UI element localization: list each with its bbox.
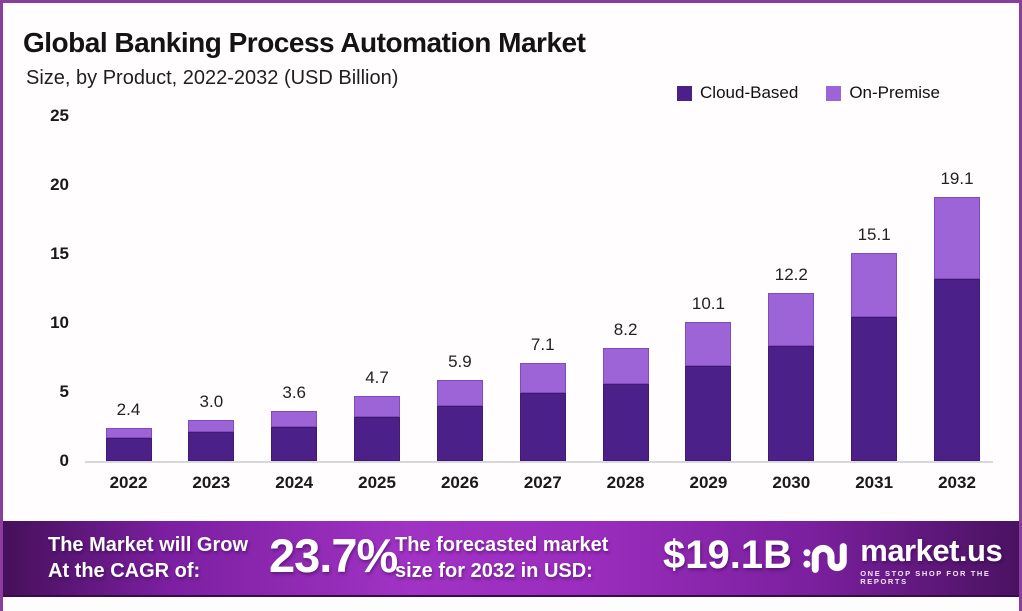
bar-segment-on-premise xyxy=(271,411,318,427)
forecast-caption: The forecasted market size for 2032 in U… xyxy=(395,532,608,584)
brand-text: market.us ONE STOP SHOP FOR THE REPORTS xyxy=(860,535,1019,585)
x-axis-year-label: 2030 xyxy=(772,473,811,492)
bar-segment-cloud-based xyxy=(436,405,483,461)
y-axis-tick-label: 0 xyxy=(59,451,69,470)
bar-segment-on-premise xyxy=(519,363,566,394)
bar-group-2029: 10.1 2029 xyxy=(685,294,732,492)
bar-segment-cloud-based xyxy=(354,416,401,461)
x-axis-year-label: 2032 xyxy=(938,473,976,492)
bar-total-label: 5.9 xyxy=(448,351,472,371)
legend-label: Cloud-Based xyxy=(700,83,799,102)
bar-group-2025: 4.7 2025 xyxy=(354,368,401,492)
bar-group-2022: 2.4 2022 xyxy=(105,400,152,492)
y-axis-tick-label: 25 xyxy=(50,106,69,125)
x-axis-year-label: 2023 xyxy=(192,473,231,492)
page-title: Global Banking Process Automation Market xyxy=(23,27,586,58)
bar-total-label: 2.4 xyxy=(116,399,141,419)
bar-segment-on-premise xyxy=(768,292,815,347)
x-axis-year-label: 2031 xyxy=(855,473,894,492)
cagr-banner: The Market will Grow At the CAGR of: 23.… xyxy=(3,521,1019,597)
bar-total-label: 19.1 xyxy=(940,169,974,189)
bar-segment-on-premise xyxy=(934,197,980,279)
bar-segment-cloud-based xyxy=(271,426,318,461)
bar-segment-on-premise xyxy=(851,252,898,318)
bar-segment-cloud-based xyxy=(685,365,732,461)
y-axis-tick-label: 10 xyxy=(50,313,69,332)
forecast-caption-line1: The forecasted market xyxy=(395,534,609,556)
x-axis-year-label: 2024 xyxy=(275,473,314,492)
x-axis-year-label: 2026 xyxy=(440,473,479,492)
x-axis-year-label: 2022 xyxy=(109,473,148,492)
cagr-caption: The Market will Grow At the CAGR of: xyxy=(48,532,248,584)
bar-group-2028: 8.2 2028 xyxy=(602,320,649,492)
legend-item-cloud-based: Cloud-Based xyxy=(677,83,798,103)
bar-total-label: 3.0 xyxy=(199,391,224,411)
forecast-caption-line2: size for 2032 in USD: xyxy=(395,560,593,582)
bar-total-label: 3.6 xyxy=(282,383,306,403)
chart-legend: Cloud-Based On-Premise xyxy=(677,83,940,103)
bar-segment-on-premise xyxy=(105,427,152,438)
bar-segment-on-premise xyxy=(354,396,401,417)
bar-segment-cloud-based xyxy=(934,278,980,461)
bar-segment-cloud-based xyxy=(851,317,898,461)
cagr-caption-line1: The Market will Grow xyxy=(48,534,249,556)
bar-group-2024: 3.6 2024 xyxy=(271,383,318,492)
bar-segment-on-premise xyxy=(436,379,483,406)
cagr-value: 23.7% xyxy=(269,529,398,582)
bar-total-label: 4.7 xyxy=(365,368,389,388)
chart-plot-area: 0 5 10 15 20 25 2.4 2022 3.0 2023 3.6 2024 4.7 2025 5.… xyxy=(50,106,998,492)
bar-segment-cloud-based xyxy=(105,437,152,461)
x-axis-year-label: 2029 xyxy=(689,473,728,492)
bar-total-label: 7.1 xyxy=(530,335,555,355)
bar-group-2027: 7.1 2027 xyxy=(519,335,566,492)
on-premise-swatch-icon xyxy=(826,85,842,101)
y-axis-tick-label: 5 xyxy=(59,382,69,401)
y-axis-tick-label: 15 xyxy=(50,244,69,263)
bar-total-label: 10.1 xyxy=(691,293,725,313)
bar-total-label: 15.1 xyxy=(857,224,891,244)
bar-total-label: 12.2 xyxy=(774,264,808,284)
cloud-based-swatch-icon xyxy=(677,85,693,101)
bar-segment-cloud-based xyxy=(768,346,815,461)
legend-item-on-premise: On-Premise xyxy=(826,83,940,103)
legend-label: On-Premise xyxy=(849,83,940,102)
x-axis-line xyxy=(85,461,993,463)
bar-group-2032: 19.1 2032 xyxy=(934,169,980,492)
bottom-strip xyxy=(3,597,1019,611)
page-subtitle: Size, by Product, 2022-2032 (USD Billion… xyxy=(26,67,399,89)
bar-segment-on-premise xyxy=(602,347,649,384)
bar-segment-on-premise xyxy=(188,419,235,433)
bar-group-2031: 15.1 2031 xyxy=(851,225,898,492)
x-axis-year-label: 2025 xyxy=(358,473,396,492)
brand-logo: market.us ONE STOP SHOP FOR THE REPORTS xyxy=(803,535,1019,585)
bar-segment-cloud-based xyxy=(602,383,649,461)
bar-total-label: 8.2 xyxy=(613,319,638,339)
market-us-logo-icon xyxy=(803,543,847,573)
brand-tagline: ONE STOP SHOP FOR THE REPORTS xyxy=(860,569,991,586)
y-axis-tick-label: 20 xyxy=(50,175,69,194)
bar-group-2023: 3.0 2023 xyxy=(188,392,235,492)
forecast-value: $19.1B xyxy=(663,533,792,577)
bar-segment-on-premise xyxy=(685,321,732,366)
x-axis-year-label: 2027 xyxy=(523,473,562,492)
bar-segment-cloud-based xyxy=(188,432,235,461)
cagr-caption-line2: At the CAGR of: xyxy=(48,560,201,582)
bar-group-2026: 5.9 2026 xyxy=(436,352,483,492)
bar-segment-cloud-based xyxy=(519,393,566,461)
bar-group-2030: 12.2 2030 xyxy=(768,265,815,492)
x-axis-year-label: 2028 xyxy=(606,473,645,492)
brand-name: market.us xyxy=(860,533,1003,568)
